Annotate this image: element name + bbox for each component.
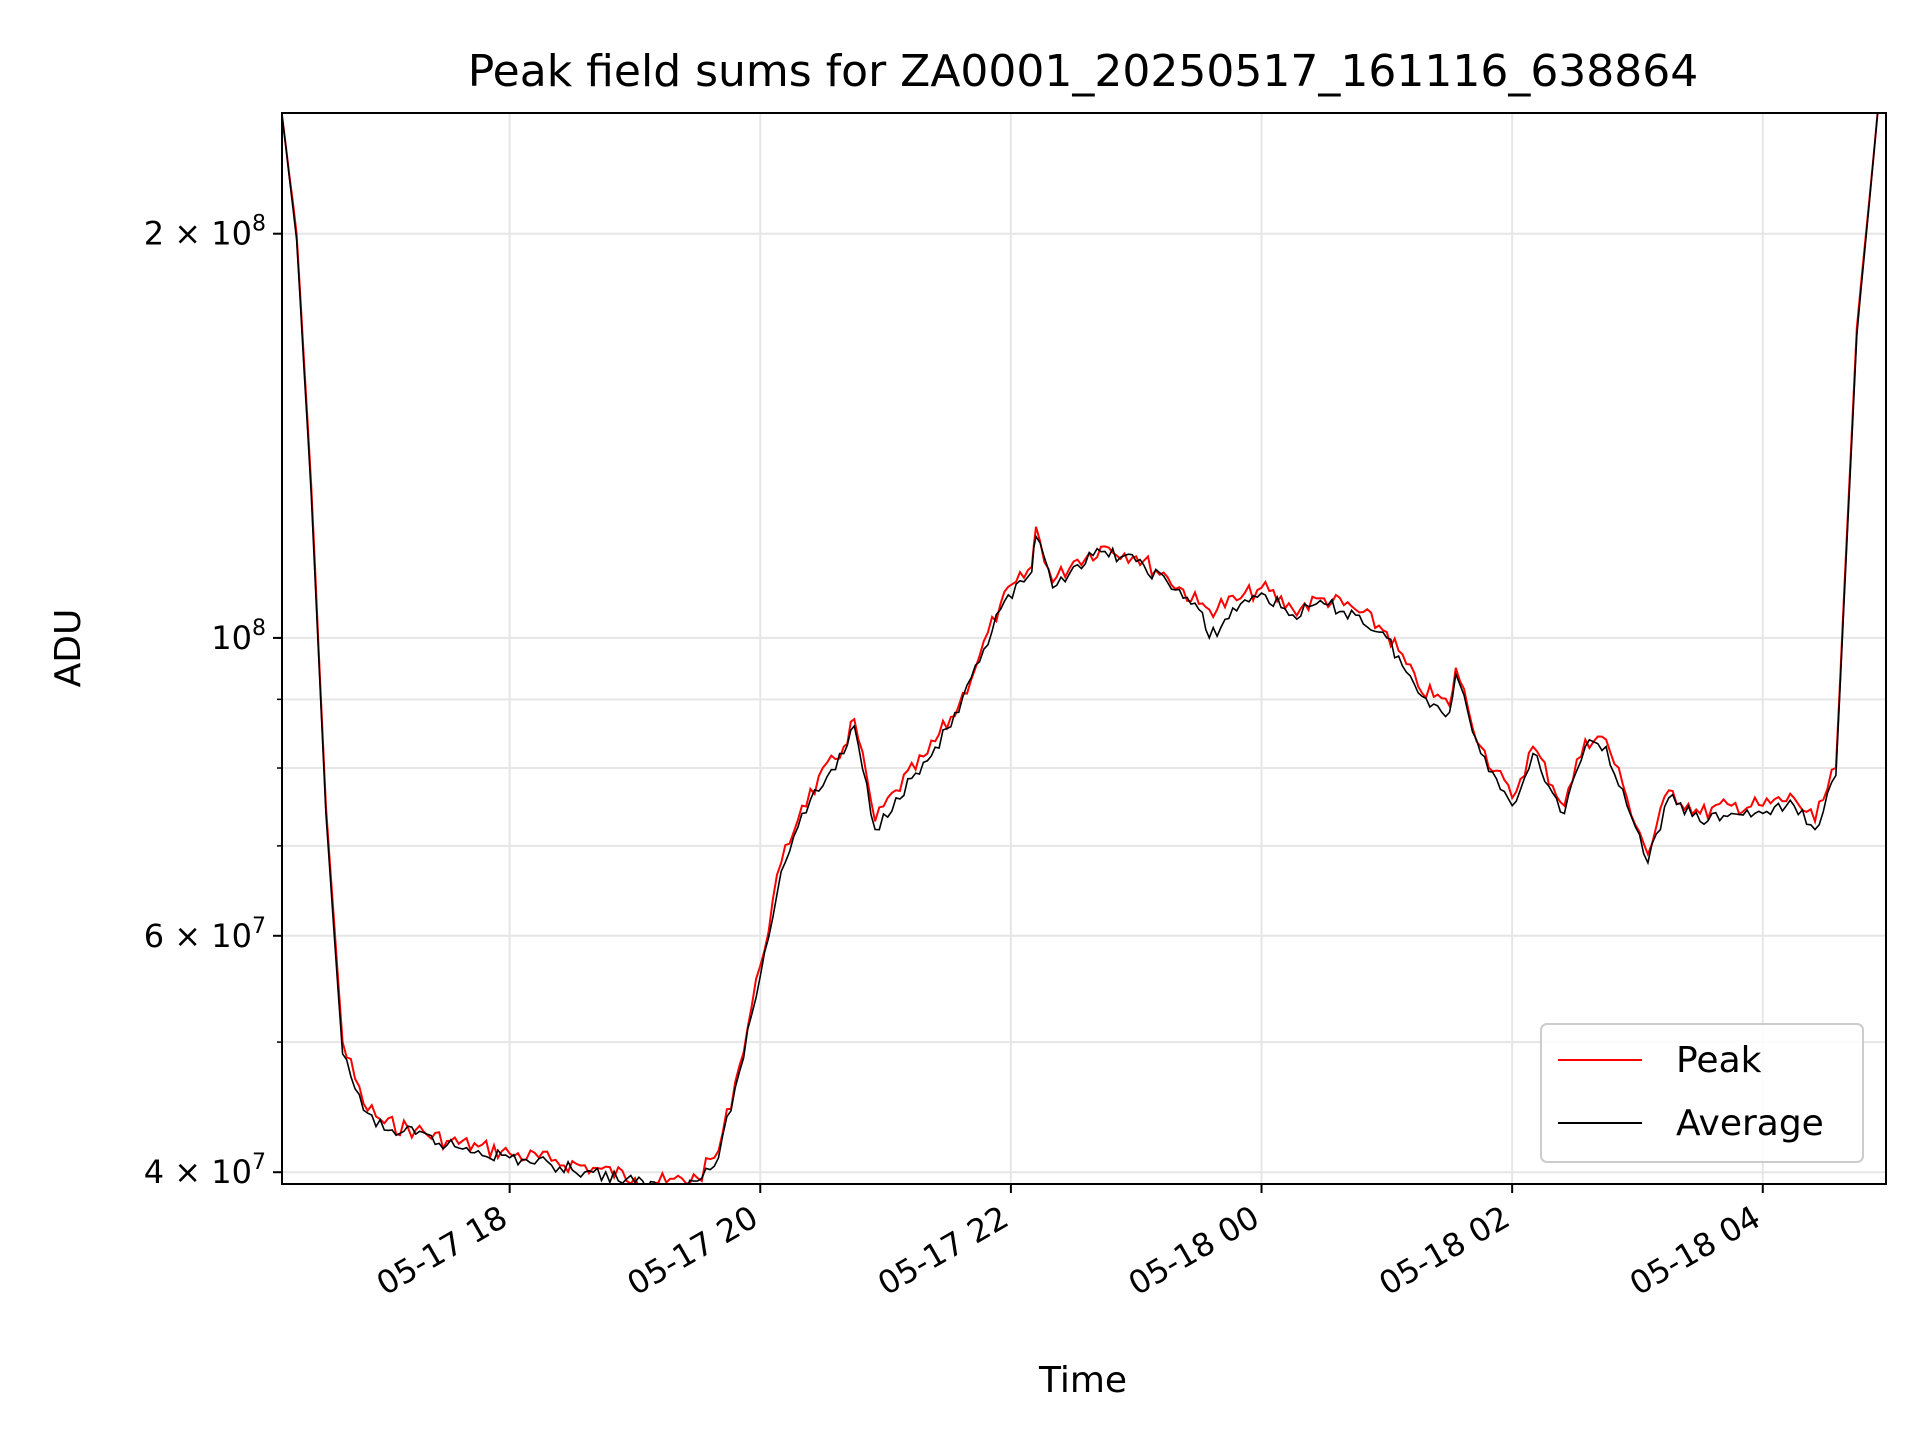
y-axis-label: ADU [48,609,89,688]
series-line-peak [282,113,1879,1184]
y-tick-label: 6 × 107 [144,914,266,955]
x-axis-label: Time [1038,1360,1127,1401]
plot-frame [281,112,1887,1185]
y-tick-label: 108 [211,616,266,657]
legend-average-label: Average [1676,1103,1824,1144]
y-tick-label: 4 × 107 [144,1150,266,1191]
legend-peak-label: Peak [1676,1040,1762,1081]
grid [282,113,1886,1184]
series-line-average [282,113,1879,1184]
plot-area [282,113,1879,1184]
y-axis: 4 × 107 6 × 107 108 2 × 108 [144,212,282,1191]
y-tick-label: 2 × 108 [144,212,266,253]
legend-box [1540,1023,1864,1163]
legend: Peak Average [1540,1023,1864,1163]
chart-title: Peak field sums for ZA0001_20250517_1611… [468,46,1699,97]
